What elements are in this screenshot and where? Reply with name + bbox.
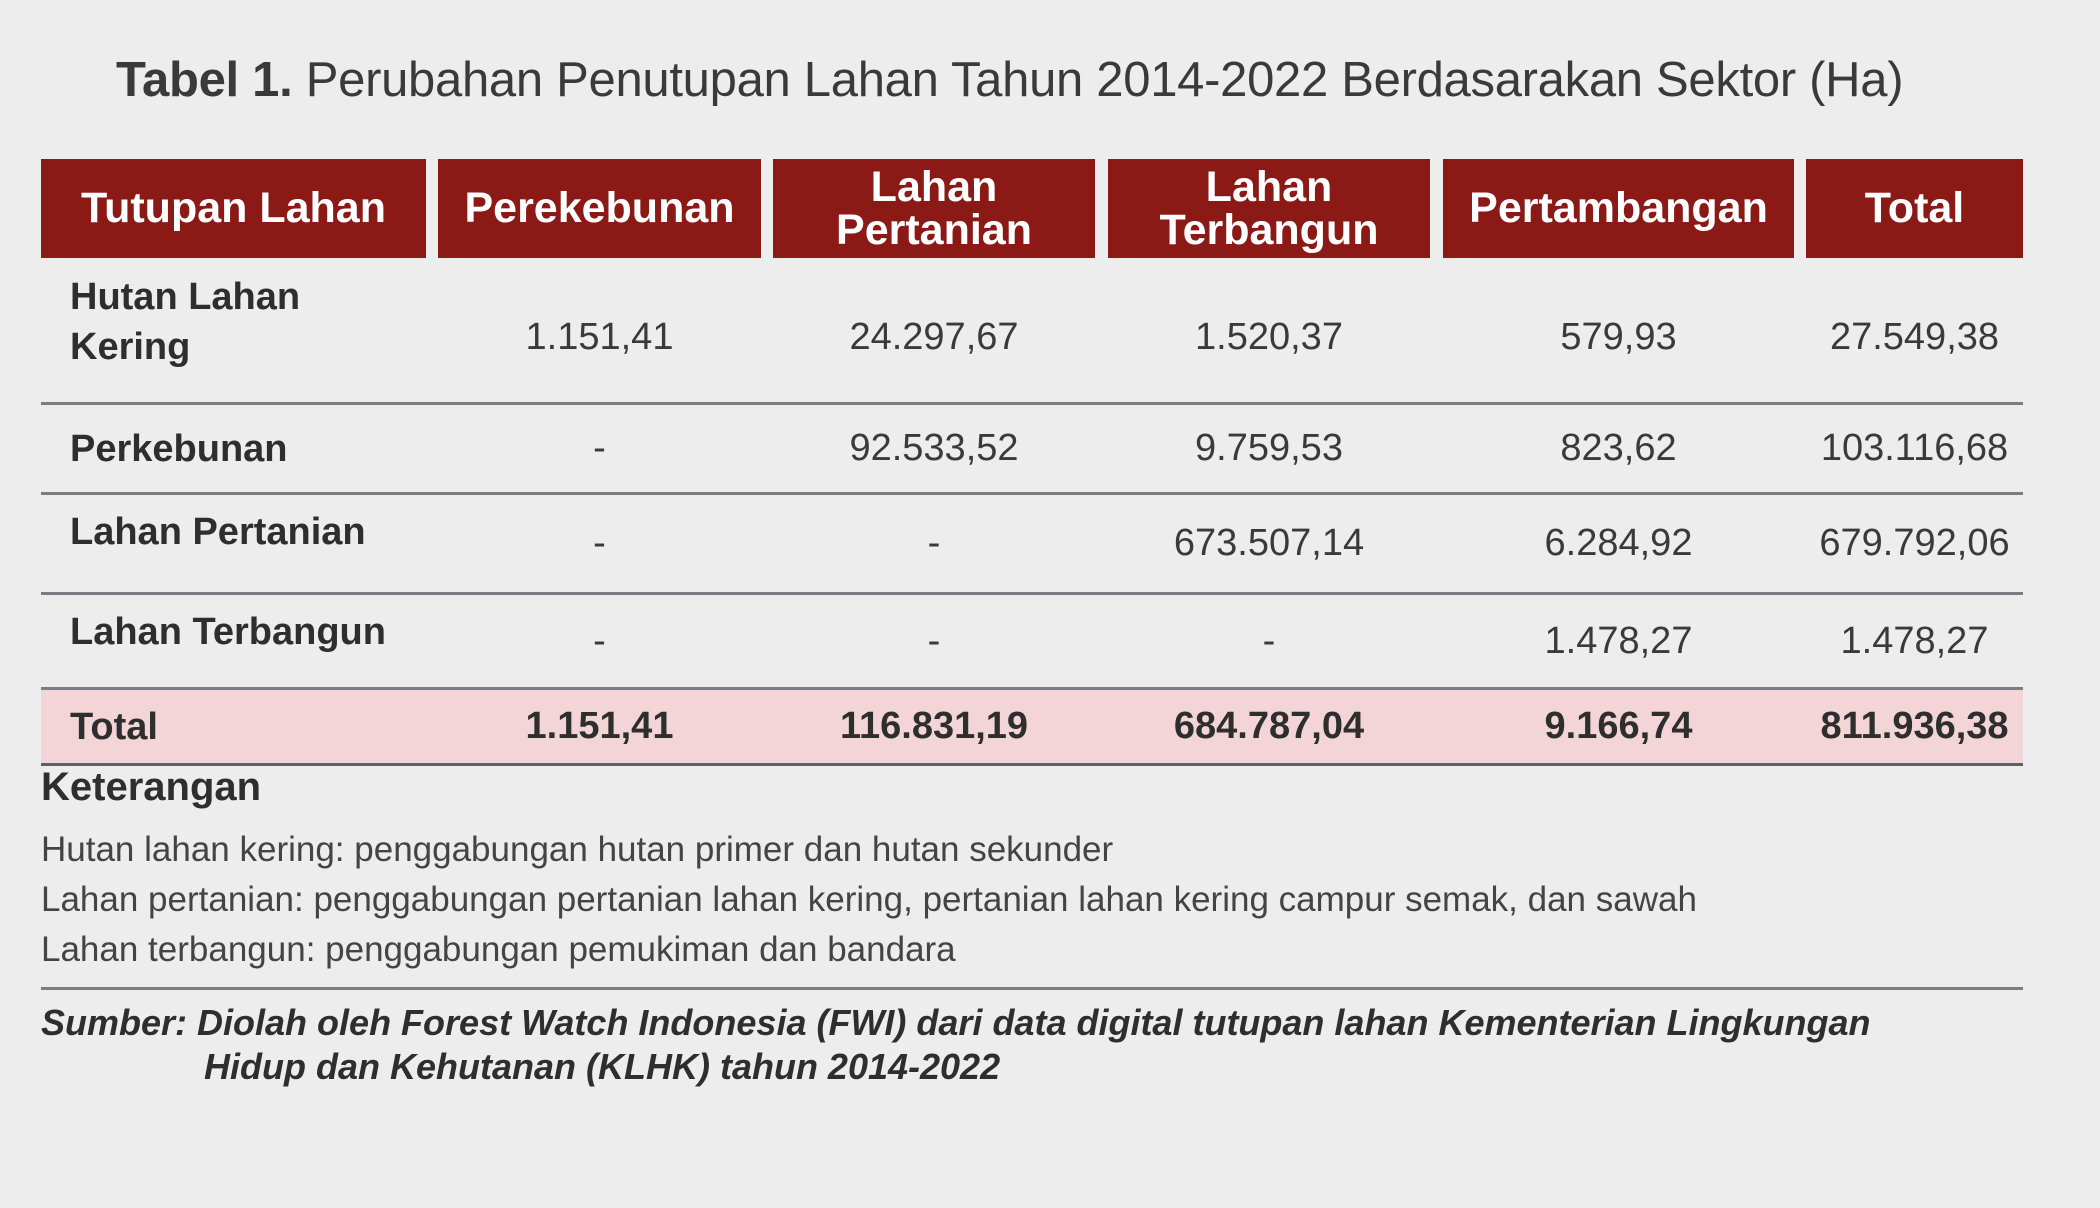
note-item: Hutan lahan kering: penggabungan hutan p… xyxy=(41,830,1114,869)
cell-perkebunan: 1.151,41 xyxy=(525,315,674,358)
source-line1: Diolah oleh Forest Watch Indonesia (FWI)… xyxy=(197,1002,1871,1043)
cell-perkebunan: - xyxy=(593,619,606,662)
column-header-label: Perekebunan xyxy=(464,184,735,232)
column-header-perkebunan: Perekebunan xyxy=(438,159,761,258)
cell-total: 103.116,68 xyxy=(1820,427,2009,469)
table-row: Perkebunan - 92.533,52 9.759,53 823,62 1… xyxy=(41,405,2023,495)
column-header-label-line2: Terbangun xyxy=(1159,205,1379,254)
column-header-label: Lahan xyxy=(1205,162,1333,211)
row-label-line1: Hutan Lahan xyxy=(70,276,301,318)
column-header-label: Lahan xyxy=(870,162,998,211)
cell-pertambangan: 579,93 xyxy=(1560,315,1677,358)
row-label: Lahan Terbangun xyxy=(70,611,386,653)
cell-pertambangan: 1.478,27 xyxy=(1544,619,1693,662)
column-header-total: Total xyxy=(1806,159,2023,258)
note-item: Lahan pertanian: penggabungan pertanian … xyxy=(41,880,1697,919)
column-header-lahan-pertanian: Lahan Pertanian xyxy=(773,159,1095,258)
total-lahan-terbangun: 684.787,04 xyxy=(1173,705,1365,747)
source-line2: Hidup dan Kehutanan (KLHK) tahun 2014-20… xyxy=(204,1046,1001,1087)
total-row-label: Total xyxy=(70,705,158,748)
cell-perkebunan: - xyxy=(593,522,606,564)
note-item: Lahan terbangun: penggabungan pemukiman … xyxy=(41,930,956,969)
column-header-pertambangan: Pertambangan xyxy=(1443,159,1794,258)
column-header-label: Total xyxy=(1864,184,1965,232)
source-label: Sumber: xyxy=(41,1002,188,1043)
table-row: Hutan Lahan Kering 1.151,41 24.297,67 1.… xyxy=(41,272,2023,405)
table-title: Tabel 1. Perubahan Penutupan Lahan Tahun… xyxy=(116,52,1904,108)
column-header-label: Tutupan Lahan xyxy=(81,184,386,232)
cell-pertambangan: 823,62 xyxy=(1560,427,1677,469)
table-row: Lahan Pertanian - - 673.507,14 6.284,92 … xyxy=(41,495,2023,595)
table-row: Lahan Terbangun - - - 1.478,27 1.478,27 xyxy=(41,595,2023,690)
column-header-label-line2: Pertanian xyxy=(836,205,1032,254)
column-header-label: Pertambangan xyxy=(1469,184,1768,232)
row-label: Perkebunan xyxy=(70,427,288,470)
cell-lahan-pertanian: - xyxy=(927,522,941,564)
total-pertambangan: 9.166,74 xyxy=(1544,705,1693,747)
cell-total: 27.549,38 xyxy=(1829,315,2000,358)
table-title-text: Perubahan Penutupan Lahan Tahun 2014-202… xyxy=(305,53,1904,107)
column-header-lahan-terbangun: Lahan Terbangun xyxy=(1108,159,1430,258)
divider xyxy=(41,987,2023,990)
row-label-line2: Kering xyxy=(70,326,191,368)
cell-lahan-pertanian: - xyxy=(927,619,941,662)
total-lahan-pertanian: 116.831,19 xyxy=(839,705,1029,747)
cell-lahan-pertanian: 24.297,67 xyxy=(849,315,1019,358)
row-label: Hutan Lahan Kering xyxy=(41,272,430,402)
cell-pertambangan: 6.284,92 xyxy=(1544,522,1693,564)
table-title-label: Tabel 1. xyxy=(116,53,293,107)
cell-total: 679.792,06 xyxy=(1819,522,2010,564)
row-label: Lahan Pertanian xyxy=(70,511,366,553)
notes-list: Hutan lahan kering: penggabungan hutan p… xyxy=(41,828,1697,978)
total-total: 811.936,38 xyxy=(1820,705,2009,747)
total-row: Total 1.151,41 116.831,19 684.787,04 9.1… xyxy=(41,690,2023,766)
column-header-tutupan-lahan: Tutupan Lahan xyxy=(41,159,426,258)
cell-total: 1.478,27 xyxy=(1840,619,1989,662)
cell-perkebunan: - xyxy=(593,427,606,469)
cell-lahan-terbangun: - xyxy=(1262,619,1276,662)
cell-lahan-terbangun: 1.520,37 xyxy=(1195,315,1343,358)
notes-title: Keterangan xyxy=(41,765,262,809)
cell-lahan-terbangun: 673.507,14 xyxy=(1173,522,1365,564)
total-perkebunan: 1.151,41 xyxy=(525,705,674,747)
cell-lahan-pertanian: 92.533,52 xyxy=(849,427,1019,469)
source-note: Sumber: Diolah oleh Forest Watch Indones… xyxy=(41,1001,2001,1089)
cell-lahan-terbangun: 9.759,53 xyxy=(1195,427,1343,469)
